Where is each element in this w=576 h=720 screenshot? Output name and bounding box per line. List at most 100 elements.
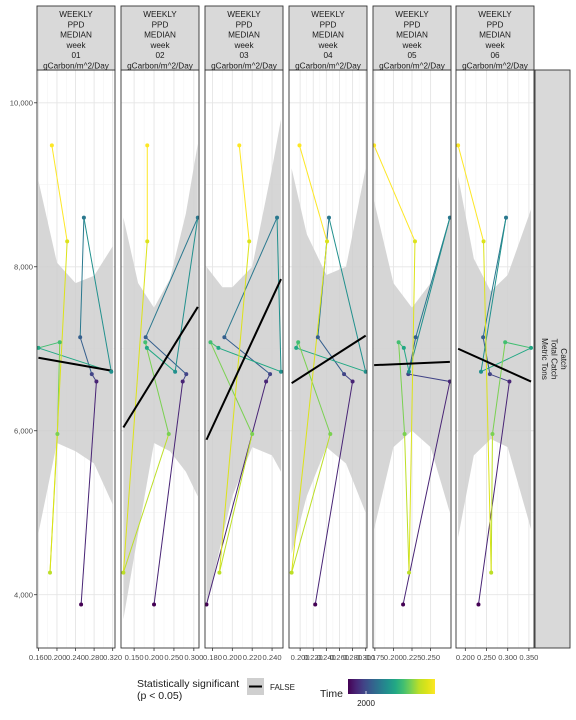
data-point (529, 345, 534, 350)
facet-strip-label: PPD (152, 20, 169, 29)
x-tick-label: 0.225 (402, 653, 421, 662)
time-path-segment (174, 217, 199, 372)
time-path-segment (291, 433, 331, 573)
x-tick-label: 0.175 (365, 653, 384, 662)
facet-strip-label: week (317, 41, 338, 50)
time-path-segment (218, 433, 253, 573)
time-path-segment (153, 381, 184, 605)
data-point (328, 432, 333, 437)
data-point (296, 340, 301, 345)
facet-strip-label: PPD (404, 20, 421, 29)
x-tick-label: 0.250 (164, 653, 183, 662)
time-path-segment (299, 145, 328, 242)
data-point (275, 215, 280, 220)
facet-strip (288, 5, 368, 71)
panel-data (373, 143, 451, 607)
significance-legend-title: (p < 0.05) (137, 690, 182, 702)
facet-strip-label: week (401, 41, 422, 50)
time-path-segment (79, 217, 85, 338)
facet-strip-label: week (65, 41, 86, 50)
time-path-segment (206, 381, 267, 605)
panel-data (205, 119, 283, 608)
facet-strip-label: 05 (407, 51, 417, 60)
time-path-segment (491, 342, 506, 435)
data-point (373, 143, 377, 148)
time-path-segment (314, 381, 354, 605)
time-path-segment (238, 145, 250, 242)
data-point (143, 340, 148, 345)
facet-strip-label: WEEKLY (143, 10, 177, 19)
time-path-segment (480, 217, 507, 372)
data-point (297, 143, 302, 148)
data-point (49, 143, 54, 148)
data-point (264, 379, 269, 384)
data-point (479, 369, 484, 374)
panel-data (121, 143, 199, 620)
facet-strip-label: week (149, 41, 170, 50)
time-path-segment (297, 342, 331, 435)
data-point (208, 340, 213, 345)
facet-strip-label: gCarbon/m^2/Day (295, 62, 362, 71)
data-point (180, 379, 185, 384)
data-point (145, 143, 150, 148)
x-tick-label: 0.180 (203, 653, 222, 662)
facet-strip-label: 02 (155, 51, 165, 60)
data-point (109, 369, 114, 374)
data-point (363, 369, 367, 374)
data-point (289, 570, 294, 575)
time-path-segment (403, 347, 410, 372)
regression-line (122, 306, 199, 428)
data-point (447, 215, 451, 220)
facet-strip-label: WEEKLY (227, 10, 261, 19)
data-point (195, 215, 199, 220)
data-point (326, 215, 331, 220)
data-point (504, 215, 509, 220)
data-point (237, 143, 242, 148)
facet-strip-label: 06 (490, 51, 500, 60)
data-point (145, 239, 150, 244)
time-path-segment (223, 217, 278, 338)
facet-strip-label: PPD (320, 20, 337, 29)
facet-strip-label: WEEKLY (478, 10, 512, 19)
time-path-segment (83, 217, 112, 372)
row-strip-label: Metric Tons (540, 338, 549, 380)
time-path-segment (489, 373, 510, 383)
row-strip-box (534, 69, 571, 649)
significance-legend-title: Statistically significant (137, 678, 239, 690)
y-axis: 4,000 6,000 8,000 10,000 (10, 99, 37, 600)
data-point (247, 239, 252, 244)
regression-line (205, 278, 282, 441)
data-point (396, 340, 401, 345)
data-point (487, 372, 492, 377)
x-tick-label: 0.200 (384, 653, 403, 662)
time-path-segment (408, 217, 451, 372)
time-path-segment (373, 145, 416, 242)
panel-data (289, 143, 367, 607)
facet-strip-label: 04 (323, 51, 333, 60)
x-tick-label: 0.350 (519, 653, 538, 662)
confidence-ribbon (458, 176, 532, 538)
time-path-segment (408, 373, 450, 383)
time-path-segment (296, 347, 366, 373)
data-point (507, 379, 512, 384)
facet-strip (204, 5, 284, 71)
data-point (144, 345, 149, 350)
data-point (37, 345, 41, 350)
x-tick-label: 0.240 (66, 653, 85, 662)
x-tick-label: 0.250 (421, 653, 440, 662)
data-point (166, 432, 171, 437)
time-path-segment (145, 336, 187, 375)
time-path-segment (51, 145, 68, 242)
facet-strip-label: 01 (71, 51, 81, 60)
time-path-segment (146, 347, 176, 373)
row-strip-label: Catch (559, 348, 568, 370)
data-point (94, 379, 99, 384)
time-path-segment (218, 241, 250, 573)
data-point (490, 432, 495, 437)
row-strip-label: Total Catch (550, 339, 559, 380)
x-tick-label: 0.320 (103, 653, 122, 662)
data-point (205, 602, 209, 607)
